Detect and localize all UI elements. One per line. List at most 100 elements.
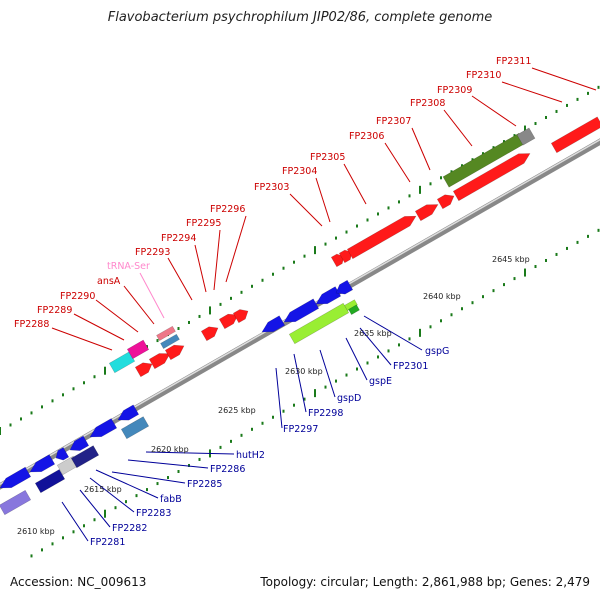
scale-label-2640: 2640 kbp <box>423 292 461 301</box>
scale-tick-upper <box>83 381 85 385</box>
gene-label-fp2285[interactable]: FP2285 <box>187 479 222 490</box>
gene-label-fp2305[interactable]: FP2305 <box>310 152 345 163</box>
gene-feature[interactable] <box>281 298 320 327</box>
gene-label-fp2289[interactable]: FP2289 <box>37 305 72 316</box>
gene-feature[interactable] <box>27 454 56 477</box>
gene-label-fp2293[interactable]: FP2293 <box>135 247 170 258</box>
gene-label-fp2307[interactable]: FP2307 <box>376 116 411 127</box>
gene-feature[interactable] <box>452 149 532 202</box>
scale-tick-upper <box>72 387 75 391</box>
scale-tick-upper <box>492 146 495 150</box>
gene-label-gspe[interactable]: gspE <box>369 376 392 387</box>
gene-feature[interactable] <box>156 325 176 341</box>
map-title: Flavobacterium psychrophilum JIP02/86, c… <box>107 10 493 25</box>
gene-label-gspd[interactable]: gspD <box>337 393 361 404</box>
gene-feature[interactable] <box>120 416 150 440</box>
gene-feature[interactable] <box>200 323 220 342</box>
scale-tick-lower <box>335 379 337 383</box>
gene-feature[interactable] <box>108 351 136 374</box>
leader-line-top <box>73 313 125 341</box>
gene-label-fp2286[interactable]: FP2286 <box>210 464 245 475</box>
bottom-strand-labels: FP2281 FP2282 FP2283 fabB FP2285 FP2286 … <box>90 346 449 548</box>
leader-line-top <box>289 193 323 227</box>
scale-tick-lower <box>135 494 138 498</box>
leader-line-bottom <box>95 469 159 499</box>
scale-tick-upper <box>314 246 316 255</box>
gene-label-gspg[interactable]: gspG <box>425 346 449 357</box>
scale-tick-lower <box>51 542 54 546</box>
gene-label-trna-ser[interactable]: tRNA-Ser <box>107 261 150 272</box>
scale-tick-upper <box>587 91 589 95</box>
gene-feature[interactable] <box>53 447 70 462</box>
gene-feature[interactable] <box>436 191 456 210</box>
scale-tick-upper <box>387 206 390 210</box>
gene-label-ansa[interactable]: ansA <box>97 276 121 287</box>
gene-feature[interactable] <box>115 404 140 425</box>
scale-tick-lower <box>597 228 600 232</box>
gene-label-fp2298[interactable]: FP2298 <box>308 408 343 419</box>
gene-feature[interactable] <box>34 469 66 494</box>
gene-feature[interactable] <box>70 445 100 469</box>
gene-feature[interactable] <box>346 211 418 260</box>
gene-feature[interactable] <box>87 418 118 441</box>
gene-feature[interactable] <box>288 302 350 345</box>
gene-feature[interactable] <box>0 489 32 516</box>
gene-feature[interactable] <box>232 306 250 324</box>
scale-tick-upper <box>524 125 526 134</box>
gene-feature[interactable] <box>344 299 358 311</box>
gene-feature[interactable] <box>333 279 354 298</box>
scale-tick-lower <box>440 319 442 323</box>
leader-line-bottom <box>111 471 186 484</box>
gene-label-fp2308[interactable]: FP2308 <box>410 98 445 109</box>
gene-label-fp2295[interactable]: FP2295 <box>186 218 221 229</box>
gene-label-fp2303[interactable]: FP2303 <box>254 182 289 193</box>
gene-label-fp2294[interactable]: FP2294 <box>161 233 196 244</box>
gene-label-fp2296[interactable]: FP2296 <box>210 204 245 215</box>
gene-label-fp2310[interactable]: FP2310 <box>466 70 501 81</box>
scale-tick-lower <box>461 307 463 311</box>
gene-label-fp2283[interactable]: FP2283 <box>136 508 171 519</box>
gene-label-fp2304[interactable]: FP2304 <box>282 166 317 177</box>
gene-label-fp2309[interactable]: FP2309 <box>437 85 472 96</box>
leader-line-top <box>471 95 517 127</box>
gene-label-fabb[interactable]: fabB <box>160 494 182 505</box>
gene-label-fp2301[interactable]: FP2301 <box>393 361 428 372</box>
gene-feature[interactable] <box>218 310 240 330</box>
gene-feature[interactable] <box>259 315 286 337</box>
gene-label-fp2311[interactable]: FP2311 <box>496 56 531 67</box>
gene-label-fp2297[interactable]: FP2297 <box>283 424 318 435</box>
scale-tick-lower <box>251 427 253 431</box>
leader-line-top <box>213 229 221 291</box>
gene-feature[interactable] <box>134 359 154 378</box>
gene-label-huth2[interactable]: hutH2 <box>236 450 265 461</box>
scale-tick-lower <box>587 234 589 238</box>
gene-feature[interactable] <box>0 466 32 493</box>
gene-feature[interactable] <box>516 127 536 146</box>
gene-feature[interactable] <box>148 349 172 370</box>
gene-label-fp2288[interactable]: FP2288 <box>14 319 49 330</box>
scale-tick-lower <box>492 289 495 293</box>
scale-tick-lower <box>387 349 390 353</box>
gene-feature[interactable] <box>348 304 360 315</box>
scale-tick-lower <box>104 509 106 518</box>
gene-label-fp2306[interactable]: FP2306 <box>349 131 384 142</box>
scale-tick-upper <box>398 200 400 204</box>
gene-feature[interactable] <box>126 339 150 360</box>
scale-tick-upper <box>366 218 369 222</box>
scale-labels: 2610 kbp 2615 kbp 2620 kbp 2625 kbp 2630… <box>17 255 530 536</box>
gene-feature[interactable] <box>414 200 440 222</box>
scale-label-2610: 2610 kbp <box>17 527 55 536</box>
gene-feature[interactable] <box>67 435 90 455</box>
gene-feature[interactable] <box>160 333 180 349</box>
gene-label-fp2290[interactable]: FP2290 <box>60 291 95 302</box>
gene-label-fp2281[interactable]: FP2281 <box>90 537 125 548</box>
scale-tick-upper <box>30 411 33 415</box>
gene-feature[interactable] <box>164 341 186 361</box>
scale-tick-upper <box>177 327 180 331</box>
gene-feature[interactable] <box>550 116 600 154</box>
scale-tick-lower <box>167 476 169 480</box>
gene-label-fp2282[interactable]: FP2282 <box>112 523 147 534</box>
leader-line-bottom <box>363 315 423 351</box>
scale-tick-upper <box>324 242 327 246</box>
